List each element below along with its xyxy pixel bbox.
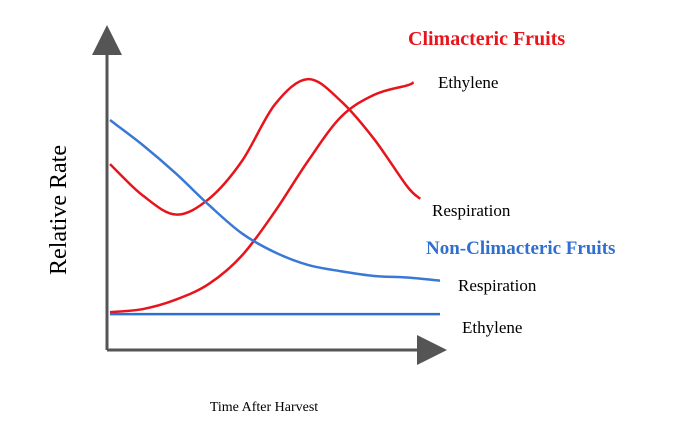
label-climacteric-ethylene: Ethylene [438,73,498,92]
series-line-non-climacteric-fruitsrespiration [109,119,441,282]
label-nonclimacteric-ethylene: Ethylene [462,318,522,337]
group-label-climacteric: Climacteric Fruits [408,28,565,50]
group-label-non-climacteric: Non-Climacteric Fruits [426,238,615,259]
x-axis-label: Time After Harvest [210,400,318,415]
y-axis-label: Relative Rate [46,145,72,275]
series-line-climacteric-fruitsrespiration [109,77,422,216]
series-line-climacteric-fruitsethylene [109,81,415,314]
label-climacteric-respiration: Respiration [432,201,511,220]
label-nonclimacteric-respiration: Respiration [458,276,537,295]
